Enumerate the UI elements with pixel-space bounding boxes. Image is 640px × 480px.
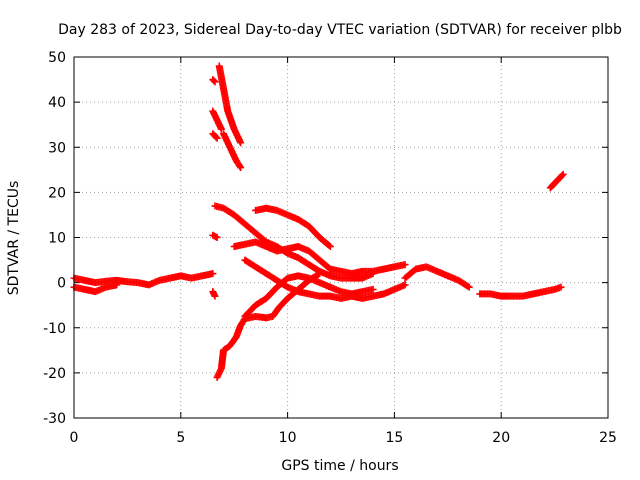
data-point [213, 134, 221, 142]
y-axis-label: SDTVAR / TECUs [6, 181, 22, 296]
series-track-baseline-a [70, 270, 217, 289]
data-point [314, 270, 322, 278]
x-tick-label: 25 [599, 430, 617, 446]
y-tick-label: 50 [48, 50, 66, 66]
x-tick-label: 20 [492, 430, 510, 446]
data-point [558, 171, 566, 179]
series-track-ridge-c [230, 238, 409, 278]
data-point [325, 242, 333, 250]
data-point [316, 270, 324, 278]
data-point [237, 139, 245, 147]
x-axis-label: GPS time / hours [281, 458, 398, 474]
series-track-high-a [215, 62, 245, 147]
data-point [465, 283, 473, 291]
data-point [464, 282, 472, 290]
data-point [213, 234, 221, 241]
y-tick-label: 20 [48, 185, 66, 201]
series-track-6.5-e [209, 288, 219, 300]
series-track-6.5-d [209, 231, 221, 241]
y-tick-label: 0 [57, 276, 66, 292]
y-tick-label: 10 [48, 231, 66, 247]
data-point [401, 261, 409, 269]
data-point [401, 281, 409, 289]
data-point [210, 77, 218, 85]
x-tick-label: 10 [279, 430, 297, 446]
data-point [559, 170, 567, 178]
x-tick-label: 5 [176, 430, 185, 446]
series-track-low [213, 270, 324, 381]
data-point [211, 78, 219, 86]
data-point [369, 285, 377, 293]
data-layer [70, 62, 567, 381]
data-point [236, 162, 244, 170]
series-track-6.5-b [209, 107, 225, 133]
series-track-bump [401, 263, 473, 291]
data-point [212, 133, 220, 141]
y-tick-label: -10 [43, 321, 66, 337]
series-track-late [476, 283, 565, 300]
data-point [113, 281, 121, 289]
series-track-6.5-c [209, 130, 221, 142]
series-track-ridge-b [252, 204, 334, 251]
y-tick-label: 40 [48, 95, 66, 111]
y-tick-label: 30 [48, 140, 66, 156]
series-track-20-22 [546, 170, 567, 192]
tick-labels: -30 -20 -10 0 10 20 30 40 50 0 5 10 15 20 25 [43, 50, 617, 446]
data-point [211, 292, 219, 300]
x-tick-label: 15 [385, 430, 403, 446]
data-point [557, 283, 565, 291]
plot-frame [73, 56, 609, 419]
series-track-6.5-a [209, 76, 219, 86]
series-track-high-b [220, 130, 245, 172]
data-point [237, 164, 245, 172]
data-point [217, 125, 225, 133]
chart-title: Day 283 of 2023, Sidereal Day-to-day VTE… [58, 22, 622, 38]
data-point [209, 270, 217, 278]
y-tick-label: -20 [43, 366, 66, 382]
data-point [326, 243, 334, 251]
x-tick-label: 0 [70, 430, 79, 446]
y-tick-label: -30 [43, 411, 66, 427]
